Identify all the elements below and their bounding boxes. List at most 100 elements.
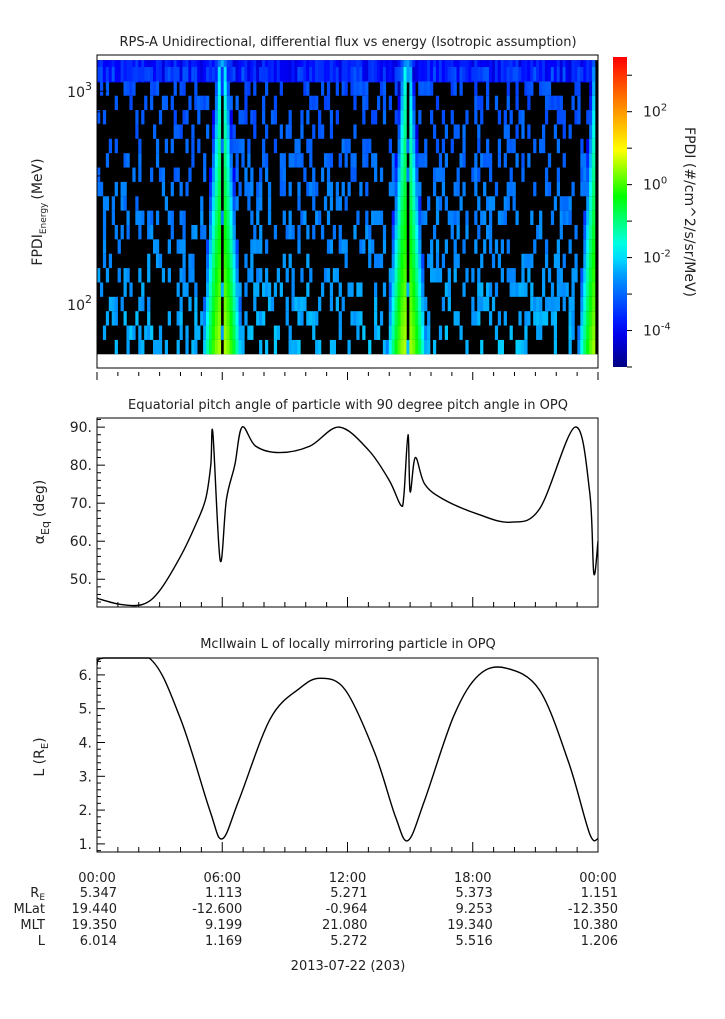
spectrogram-cell (568, 124, 572, 139)
spectrogram-cell (400, 110, 404, 125)
spectrogram-cell (474, 81, 478, 96)
spectrogram-cell (338, 325, 342, 340)
ephemeris-value: 1.206 (581, 934, 618, 949)
spectrogram-cell (244, 81, 248, 96)
spectrogram-cell (397, 181, 401, 197)
spectrogram-cell (512, 138, 516, 154)
spectrogram-cell (217, 110, 222, 125)
spectrogram-cell (424, 210, 428, 225)
spectrogram-cell (338, 153, 342, 168)
spectrogram-cells (97, 60, 598, 355)
spectrogram-cell (494, 60, 499, 83)
spectrogram-cell (147, 224, 151, 240)
spectrogram-cell (430, 110, 434, 125)
spectrogram-cell (297, 138, 301, 154)
spectrogram-cell (318, 210, 322, 225)
spectrogram-cell (238, 311, 242, 326)
spectrogram-cell (421, 339, 425, 355)
spectrogram-cell (332, 268, 337, 283)
spectrogram-cell (403, 253, 407, 269)
spectrogram-cell (391, 325, 395, 340)
spectrogram-cell (97, 66, 101, 82)
spectrogram-cell (318, 339, 322, 355)
spectrogram-cell (359, 282, 363, 297)
spectrogram-cell (403, 110, 407, 125)
spectrogram-cell (400, 95, 404, 111)
spectrogram-cell (488, 60, 493, 83)
spectrogram-cell (217, 296, 222, 312)
spectrogram-cell (553, 196, 558, 211)
pitch-angle-panel: Equatorial pitch angle of particle with … (32, 398, 599, 608)
spectrogram-cell (388, 138, 393, 154)
spectrogram-cell (203, 153, 207, 168)
spectrogram-cell (418, 311, 422, 326)
spectrogram-cell (397, 66, 401, 82)
spectrogram-cell (182, 268, 186, 283)
ephemeris-value: 9.253 (456, 902, 493, 917)
spectrogram-cell (323, 268, 328, 283)
spectrogram-cell (223, 268, 227, 283)
spectrogram-cell (515, 66, 519, 82)
spectrogram-cell (562, 110, 566, 125)
spectrogram-cell (444, 124, 448, 139)
spectrogram-cell (544, 296, 549, 312)
spectrogram-cell (388, 282, 393, 297)
spectrogram-cell (480, 296, 484, 312)
spectrogram-cell (400, 268, 404, 283)
spectrogram-cell (97, 181, 101, 197)
spectrogram-cell (544, 239, 549, 254)
spectrogram-cell (182, 253, 186, 269)
spectrogram-cell (206, 325, 210, 340)
spectrogram-cell (206, 253, 210, 269)
ephemeris-value: 6.014 (80, 934, 117, 949)
spectrogram-cell (441, 60, 446, 83)
spectrogram-cell (544, 95, 549, 111)
spectrogram-cell (229, 296, 233, 312)
spectrogram-cell (435, 268, 440, 283)
spectrogram-cell (483, 153, 487, 168)
spectrogram-cell (421, 153, 425, 168)
spectrogram-cell (539, 224, 543, 240)
spectrogram-cell (421, 325, 425, 340)
spectrogram-cell (217, 311, 222, 326)
spectrogram-cell (586, 110, 590, 125)
spectrogram-cell (559, 110, 563, 125)
spectrogram-cell (347, 282, 351, 297)
spectrogram-cell (294, 138, 298, 154)
spectrogram-cell (571, 60, 575, 83)
spectrogram-cell (191, 66, 195, 82)
spectrogram-cell (506, 138, 510, 154)
spectrogram-cell (244, 110, 248, 125)
spectrogram-cell (220, 210, 225, 225)
spectrogram-cell (477, 224, 481, 240)
spectrogram-cell (353, 95, 357, 111)
spectrogram-cell (229, 224, 233, 240)
spectrogram-cell (197, 138, 201, 154)
spectrogram-cell (515, 339, 519, 355)
spectrogram-cell (167, 311, 171, 326)
spectrogram-cell (226, 339, 230, 355)
spectrogram-cell (114, 296, 118, 312)
spectrogram-cell (114, 311, 118, 326)
spectrogram-cell (329, 196, 334, 211)
spectrogram-cell (306, 81, 310, 96)
spectrogram-cell (412, 296, 416, 312)
spectrogram-cell (556, 268, 560, 283)
spectrogram-cell (409, 167, 413, 182)
spectrogram-cell (562, 210, 566, 225)
spectrogram-cell (235, 153, 239, 168)
spectrogram-cell (303, 296, 307, 312)
spectrogram-cell (406, 282, 410, 297)
spectrogram-cell (403, 196, 407, 211)
spectrogram-cell (368, 253, 372, 269)
spectrogram-cell (235, 239, 239, 254)
spectrogram-cell (385, 339, 390, 355)
spectrogram-cell (409, 81, 413, 96)
spectrogram-cell (350, 81, 354, 96)
y-tick-label: 4. (79, 735, 92, 751)
spectrogram-cell (376, 95, 381, 111)
spectrogram-cell (326, 268, 331, 283)
spectrogram-cell (462, 181, 466, 197)
spectrogram-cell (135, 124, 139, 139)
spectrogram-cell (285, 268, 289, 283)
